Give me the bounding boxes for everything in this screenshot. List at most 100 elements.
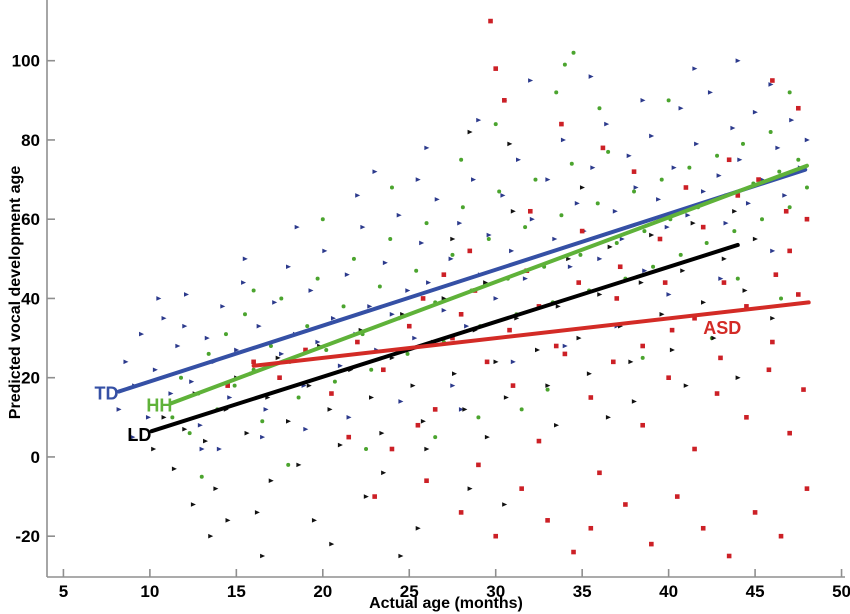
data-point — [272, 300, 278, 305]
data-point — [600, 145, 606, 151]
data-point — [251, 359, 256, 365]
data-point — [414, 268, 419, 273]
data-point — [389, 311, 395, 317]
data-point — [471, 177, 477, 182]
data-point — [244, 430, 250, 436]
data-point — [586, 371, 592, 377]
data-point — [484, 359, 490, 365]
data-point — [225, 383, 230, 388]
x-tick-label: 20 — [313, 582, 332, 601]
data-point — [730, 125, 736, 131]
data-point — [450, 335, 455, 341]
data-point — [151, 446, 157, 452]
data-point — [768, 82, 774, 87]
data-point — [782, 193, 788, 198]
data-point — [707, 90, 713, 95]
data-point — [578, 252, 583, 257]
data-point — [493, 66, 499, 71]
data-point — [669, 347, 675, 353]
data-point — [694, 141, 700, 147]
data-point — [804, 486, 810, 491]
data-point — [657, 236, 663, 242]
data-point — [528, 78, 534, 83]
data-point — [523, 225, 528, 230]
data-point — [260, 553, 266, 559]
data-point — [337, 442, 343, 448]
data-point — [664, 224, 670, 230]
data-point — [732, 208, 738, 214]
data-point — [330, 315, 336, 321]
data-point — [555, 304, 561, 309]
data-point — [450, 236, 456, 242]
data-point — [139, 331, 145, 337]
data-point — [448, 256, 454, 262]
data-point — [203, 438, 209, 444]
data-point — [396, 212, 402, 218]
data-point — [656, 197, 662, 202]
data-point — [576, 335, 582, 341]
data-point — [268, 343, 273, 348]
data-point — [777, 169, 782, 174]
data-point — [683, 185, 689, 190]
data-point — [787, 248, 792, 254]
trend-line-TD — [116, 167, 808, 394]
data-point — [344, 272, 350, 277]
data-point — [503, 395, 509, 400]
data-point — [519, 486, 524, 491]
data-point — [199, 446, 205, 452]
series-label-ASD: ASD — [703, 318, 741, 338]
data-point — [509, 248, 515, 254]
data-point — [432, 407, 438, 412]
data-point — [464, 323, 470, 329]
data-point — [171, 466, 177, 472]
data-point — [303, 347, 308, 353]
data-point — [372, 494, 377, 499]
data-point — [234, 347, 240, 353]
data-point — [441, 272, 447, 277]
data-point — [726, 553, 732, 559]
data-point — [346, 434, 352, 440]
data-point — [398, 399, 404, 404]
data-point — [683, 383, 689, 388]
data-point — [377, 284, 382, 289]
data-point — [363, 494, 369, 499]
data-point — [614, 296, 620, 301]
data-point — [640, 422, 645, 428]
axes: 5 10 15 20 25 30 35 40 45 50 -20 0 20 40 60 80 100 — [12, 0, 850, 601]
data-point — [574, 201, 580, 206]
data-point — [552, 236, 558, 242]
data-point — [714, 391, 720, 396]
data-point — [752, 510, 758, 515]
data-point — [766, 367, 772, 373]
data-point — [346, 415, 352, 420]
data-point — [718, 355, 723, 361]
data-point — [296, 462, 302, 468]
data-point — [680, 268, 686, 274]
data-point — [562, 351, 568, 357]
data-point — [324, 347, 329, 352]
data-point — [687, 165, 692, 170]
data-point — [275, 355, 281, 361]
data-point — [649, 232, 655, 238]
data-point — [458, 510, 464, 515]
data-point — [804, 185, 809, 190]
data-point — [251, 288, 256, 293]
x-tick-label: 5 — [59, 582, 68, 601]
data-point — [220, 304, 226, 309]
data-point — [415, 177, 421, 182]
data-point — [308, 288, 314, 293]
data-point — [553, 343, 559, 349]
data-point — [286, 462, 291, 467]
data-point — [303, 426, 309, 432]
data-point — [628, 359, 634, 365]
data-point — [522, 276, 528, 281]
data-point — [545, 383, 551, 388]
data-point — [433, 435, 438, 440]
data-point — [715, 153, 720, 158]
data-point — [804, 216, 810, 222]
data-point — [329, 541, 335, 547]
data-point — [355, 339, 360, 345]
data-point — [768, 130, 773, 135]
data-point — [510, 359, 516, 365]
